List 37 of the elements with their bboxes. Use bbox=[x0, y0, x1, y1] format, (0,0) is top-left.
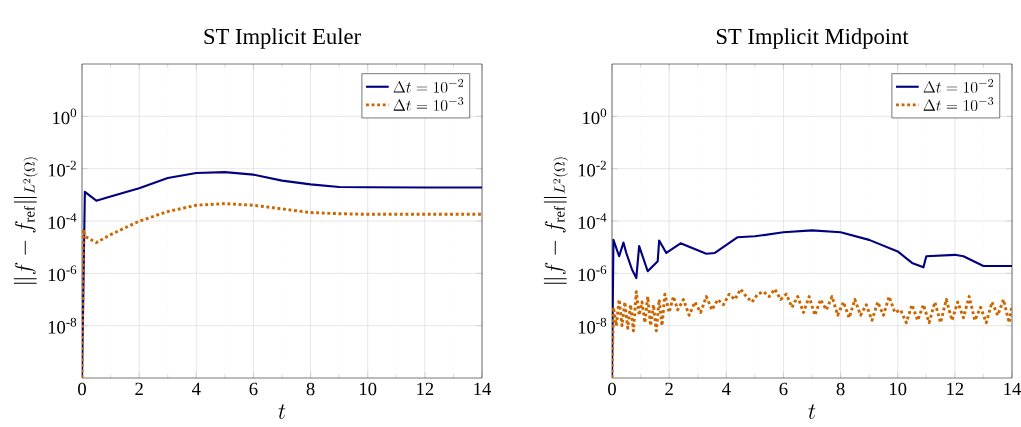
x-tick-label: 14 bbox=[474, 382, 492, 395]
x-tick-label: 8 bbox=[306, 382, 315, 396]
y-tick-label: 10$^{-6}$ bbox=[578, 265, 607, 282]
y-tick-label: 10$^{0}$ bbox=[53, 108, 77, 125]
x-tick-label: 0 bbox=[608, 382, 616, 396]
legend-label: $\Delta t = 10^{-3}$ bbox=[923, 96, 994, 111]
x-tick-label: 6 bbox=[249, 382, 258, 396]
legend-label: $\Delta t = 10^{-2}$ bbox=[393, 78, 464, 93]
x-tick-label: 14 bbox=[1004, 382, 1021, 395]
y-tick-label: 10$^{0}$ bbox=[583, 108, 607, 125]
line-series bbox=[612, 287, 1013, 379]
y-tick-label: 10$^{-6}$ bbox=[48, 265, 77, 282]
x-tick-label: 8 bbox=[836, 382, 845, 396]
x-tick-label: 6 bbox=[779, 382, 788, 396]
y-tick-label: 10$^{-4}$ bbox=[48, 213, 77, 229]
y-tick-label: 10$^{-4}$ bbox=[578, 213, 607, 229]
y-axis-title: $\|f - f_{\mathrm{ref}}\|_{L^2(\Omega)}$ bbox=[13, 157, 39, 284]
y-tick-label: 10$^{-2}$ bbox=[48, 160, 76, 177]
x-tick-label: 2 bbox=[665, 382, 673, 396]
x-axis-title: $t$ bbox=[808, 404, 816, 419]
y-tick-label: 10$^{-2}$ bbox=[578, 160, 606, 177]
x-tick-label: 12 bbox=[417, 382, 434, 396]
x-tick-label: 2 bbox=[135, 382, 143, 396]
y-tick-label: 10$^{-8}$ bbox=[578, 317, 607, 334]
legend-label: $\Delta t = 10^{-2}$ bbox=[923, 78, 994, 93]
legend-label: $\Delta t = 10^{-3}$ bbox=[393, 96, 464, 111]
chart-title: ST Implicit Euler bbox=[204, 28, 361, 49]
x-tick-label: 0 bbox=[78, 382, 86, 396]
x-tick-label: 10 bbox=[890, 382, 907, 396]
y-tick-label: 10$^{-8}$ bbox=[48, 317, 77, 334]
x-tick-label: 12 bbox=[947, 382, 964, 396]
x-tick-label: 10 bbox=[360, 382, 377, 396]
y-axis-title: $\|f - f_{\mathrm{ref}}\|_{L^2(\Omega)}$ bbox=[543, 157, 569, 284]
x-tick-label: 4 bbox=[192, 382, 201, 395]
chart-title: ST Implicit Midpoint bbox=[716, 28, 909, 49]
x-tick-label: 4 bbox=[722, 382, 731, 395]
x-axis-title: $t$ bbox=[278, 404, 286, 419]
